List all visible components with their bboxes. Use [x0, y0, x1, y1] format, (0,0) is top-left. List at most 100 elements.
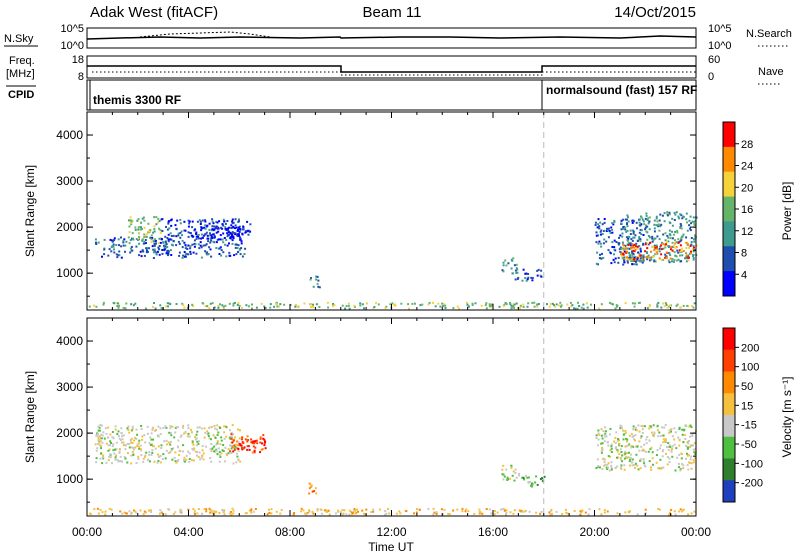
heatmap-cell: [158, 245, 161, 247]
heatmap-cell: [415, 511, 418, 514]
heatmap-cell: [251, 303, 253, 306]
heatmap-cell: [219, 443, 222, 446]
heatmap-cell: [627, 216, 629, 219]
heatmap-cell: [662, 242, 664, 245]
heatmap-cell: [692, 257, 695, 259]
heatmap-cell: [144, 455, 146, 458]
heatmap-cell: [312, 285, 315, 288]
heatmap-cell: [222, 450, 225, 452]
heatmap-cell: [619, 424, 622, 427]
heatmap-cell: [222, 510, 225, 513]
heatmap-cell: [683, 434, 686, 437]
heatmap-cell: [99, 440, 102, 443]
heatmap-cell: [242, 228, 245, 231]
colorbar-tick-label: 16: [741, 204, 753, 216]
heatmap-cell: [229, 254, 232, 257]
heatmap-cell: [115, 454, 118, 457]
heatmap-cell: [220, 452, 223, 455]
heatmap-cell: [166, 246, 169, 248]
nsky-tick-top: 10^5: [60, 23, 84, 35]
heatmap-cell: [177, 240, 180, 243]
heatmap-cell: [105, 432, 108, 435]
heatmap-cell: [115, 244, 118, 246]
heatmap-cell: [242, 226, 245, 229]
heatmap-cell: [530, 276, 533, 279]
heatmap-cell: [318, 306, 321, 308]
heatmap-cell: [328, 513, 331, 516]
heatmap-cell: [649, 448, 652, 450]
heatmap-cell: [183, 255, 186, 258]
heatmap-cell: [652, 435, 655, 437]
heatmap-cell: [166, 249, 169, 252]
heatmap-cell: [645, 214, 648, 217]
heatmap-cell: [194, 228, 197, 231]
heatmap-cell: [195, 233, 198, 235]
heatmap-cell: [152, 231, 155, 234]
heatmap-cell: [213, 235, 216, 237]
heatmap-cell: [95, 243, 98, 245]
heatmap-cell: [550, 513, 553, 516]
heatmap-cell: [641, 218, 644, 221]
heatmap-cell: [148, 442, 151, 444]
heatmap-cell: [178, 254, 181, 257]
heatmap-cell: [145, 247, 148, 250]
station-title: Adak West (fitACF): [90, 4, 218, 21]
heatmap-cell: [125, 302, 128, 305]
colorbar-tick-label: -50: [741, 439, 757, 451]
heatmap-cell: [502, 473, 505, 476]
heatmap-cell: [239, 429, 241, 432]
heatmap-cell: [234, 227, 236, 230]
heatmap-cell: [183, 251, 186, 253]
heatmap-cell: [550, 508, 553, 511]
heatmap-cell: [175, 303, 178, 305]
heatmap-cell: [682, 233, 685, 236]
heatmap-cell: [354, 512, 357, 515]
heatmap-cell: [226, 220, 229, 222]
heatmap-cell: [665, 255, 668, 258]
heatmap-cell: [174, 460, 177, 463]
heatmap-cell: [163, 246, 166, 249]
heatmap-cell: [571, 304, 574, 307]
heatmap-cell: [659, 458, 662, 461]
heatmap-cell: [107, 459, 110, 462]
heatmap-cell: [131, 442, 134, 444]
heatmap-cell: [465, 301, 468, 304]
heatmap-cell: [685, 260, 688, 263]
heatmap-cell: [674, 254, 677, 257]
heatmap-cell: [601, 223, 604, 226]
heatmap-cell: [223, 513, 226, 516]
heatmap-cell: [622, 263, 625, 266]
heatmap-cell: [150, 234, 153, 237]
heatmap-cell: [316, 509, 319, 512]
heatmap-cell: [223, 307, 225, 310]
heatmap-cell: [196, 451, 199, 454]
heatmap-cell: [143, 240, 146, 243]
heatmap-cell: [641, 428, 644, 431]
heatmap-cell: [642, 458, 645, 460]
heatmap-cell: [614, 307, 617, 310]
heatmap-cell: [680, 227, 683, 230]
heatmap-cell: [626, 256, 629, 259]
heatmap-cell: [452, 509, 455, 512]
heatmap-cell: [661, 455, 664, 458]
colorbar-segment: [723, 371, 735, 394]
heatmap-cell: [573, 510, 576, 512]
heatmap-cell: [661, 466, 664, 469]
heatmap-cell: [146, 251, 149, 254]
heatmap-cell: [579, 513, 582, 516]
y-tick-label: 2000: [56, 220, 83, 234]
heatmap-cell: [117, 430, 120, 433]
heatmap-cell: [241, 446, 243, 449]
heatmap-cell: [638, 245, 641, 247]
heatmap-cell: [113, 237, 116, 240]
heatmap-cell: [217, 238, 220, 241]
heatmap-cell: [586, 302, 588, 305]
heatmap-cell: [312, 512, 315, 515]
heatmap-cell: [667, 240, 670, 243]
heatmap-cell: [624, 218, 627, 221]
colorbar-tick-label: -15: [741, 420, 757, 432]
heatmap-cell: [626, 225, 629, 228]
heatmap-cell: [645, 438, 648, 441]
heatmap-cell: [644, 250, 647, 253]
heatmap-cell: [656, 424, 659, 427]
